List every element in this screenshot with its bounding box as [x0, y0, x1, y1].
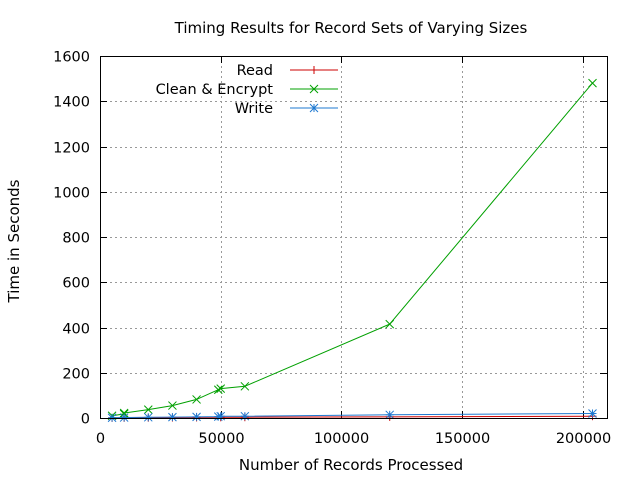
x-tick-label: 0 — [96, 431, 105, 447]
legend-label: Clean & Encrypt — [156, 82, 274, 98]
series-write — [107, 409, 597, 423]
series-write-point — [168, 412, 177, 422]
legend-entry-write: Write — [235, 101, 338, 117]
series-clean-encrypt-point — [216, 384, 226, 393]
series-write-point — [192, 412, 201, 422]
chart-title: Timing Results for Record Sets of Varyin… — [174, 19, 528, 37]
series-write-point — [119, 413, 129, 422]
y-tick-label: 0 — [81, 412, 90, 428]
series-write-point — [107, 413, 117, 423]
plot-frame — [100, 56, 608, 419]
series-clean-encrypt — [107, 78, 597, 421]
x-tick-label: 100000 — [314, 431, 369, 447]
y-tick-label: 1200 — [53, 141, 90, 157]
x-tick-label: 50000 — [198, 431, 244, 447]
x-tick-label: 150000 — [435, 431, 490, 447]
grid — [100, 56, 607, 418]
legend-marker — [309, 84, 319, 94]
legend-entry-read: Read — [237, 63, 338, 79]
legend-marker — [309, 103, 319, 113]
legend-entry-clean-encrypt: Clean & Encrypt — [156, 82, 338, 98]
series-write-point — [385, 410, 395, 420]
y-tick-label: 800 — [62, 231, 90, 247]
legend-label: Write — [235, 101, 273, 117]
series-layer — [107, 78, 597, 423]
y-tick-label: 1000 — [53, 186, 90, 202]
series-clean-encrypt-point — [588, 78, 597, 88]
legend-label: Read — [237, 63, 273, 79]
series-clean-encrypt-point — [240, 381, 250, 391]
series-clean-encrypt-point — [168, 401, 177, 410]
y-tick-label: 1400 — [53, 95, 90, 111]
series-clean-encrypt-point — [192, 395, 201, 404]
legend-marker — [310, 66, 318, 74]
y-axis-label: Time in Seconds — [5, 179, 23, 303]
series-write-line — [112, 413, 593, 419]
series-write-point — [143, 412, 153, 422]
series-clean-encrypt-point — [385, 319, 395, 329]
axis-ticks: 0 200 400 600 800 1000 1200 1400 1600 0 50000 10000… — [53, 50, 611, 448]
series-clean-encrypt-point — [143, 405, 153, 414]
x-tick-label: 200000 — [556, 431, 611, 447]
series-clean-encrypt-point — [119, 408, 129, 418]
series-clean-encrypt-line — [112, 82, 593, 417]
y-tick-label: 600 — [62, 276, 90, 292]
y-tick-label: 200 — [62, 367, 90, 383]
x-axis-label: Number of Records Processed — [239, 456, 463, 474]
series-clean-encrypt-point — [213, 385, 223, 395]
y-tick-label: 1600 — [53, 50, 90, 66]
legend: Read Clean & Encrypt Write — [156, 63, 338, 117]
series-write-point — [588, 409, 597, 418]
y-tick-label: 400 — [62, 322, 90, 338]
